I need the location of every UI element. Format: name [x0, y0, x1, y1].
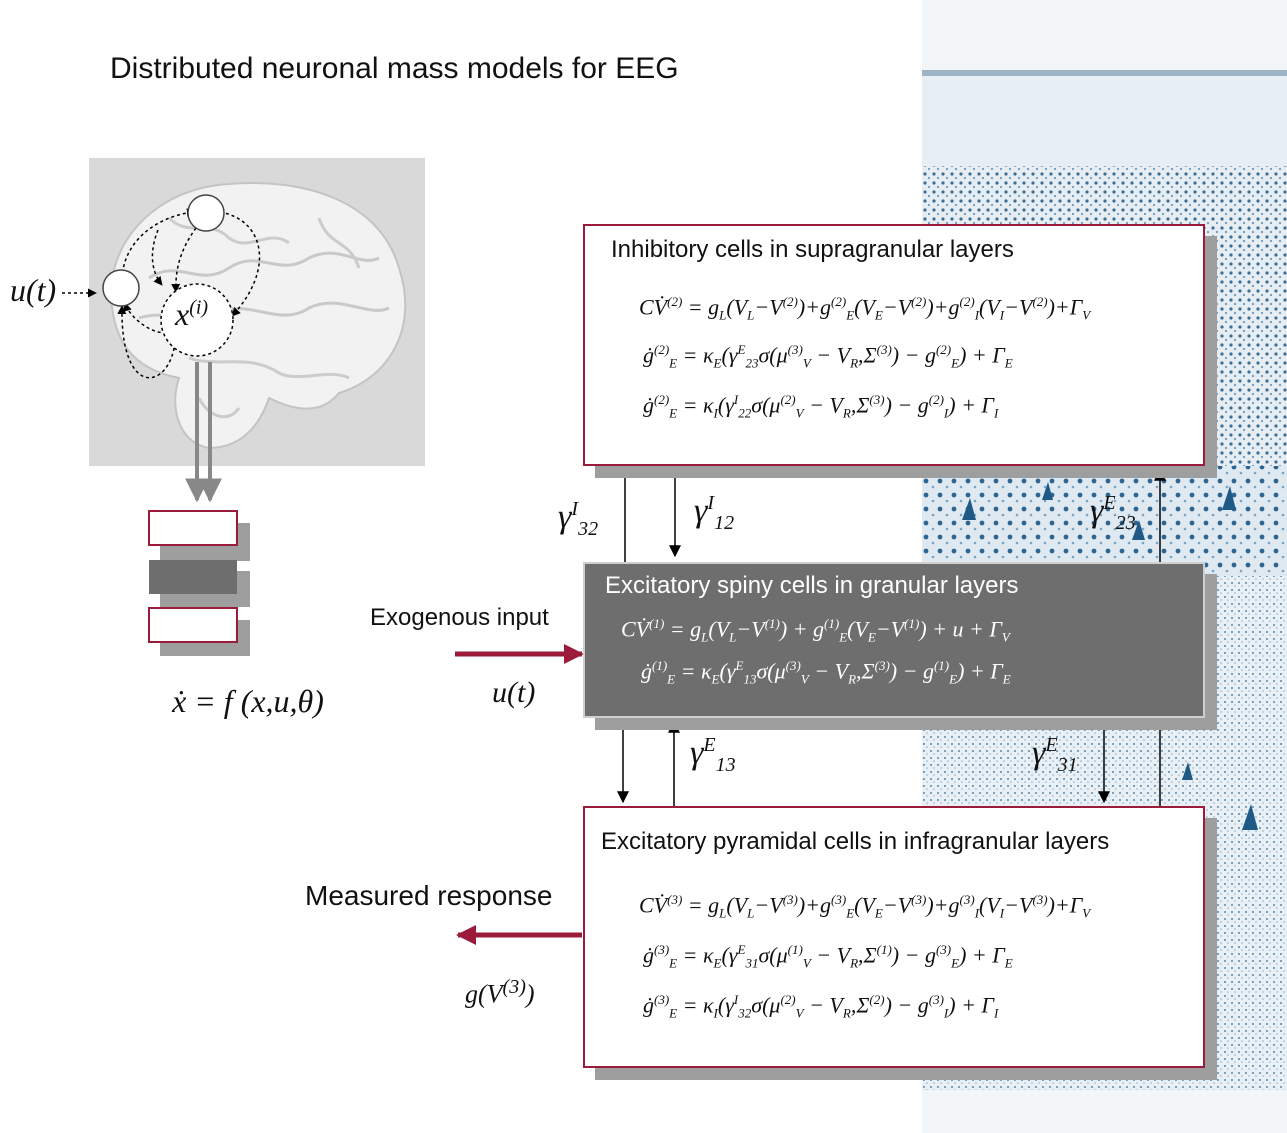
diagram-title: Distributed neuronal mass models for EEG	[110, 52, 679, 85]
gain-gamma-12-I: γI12	[694, 492, 735, 535]
layer-stack-middle	[149, 560, 237, 594]
gain-gamma-13-E: γE13	[690, 734, 736, 777]
inhibitory-title: Inhibitory cells in supragranular layers	[611, 236, 1014, 263]
brain-state-label: x(i)	[175, 296, 209, 332]
exogenous-input-label: Exogenous input	[370, 604, 549, 631]
measured-response-symbol: g(V(3))	[465, 976, 535, 1009]
inhibitory-box: Inhibitory cells in supragranular layers…	[583, 224, 1205, 466]
brain-panel	[89, 158, 425, 466]
spiny-title: Excitatory spiny cells in granular layer…	[605, 572, 1019, 599]
pyramidal-eq-3: ġ(3)E = κI(γI32σ(μ(2)V − VR,Σ(2)) − g(3)…	[643, 992, 999, 1021]
pyramidal-eq-2: ġ(3)E = κE(γE31σ(μ(1)V − VR,Σ(1)) − g(3)…	[643, 942, 1013, 971]
spiny-eq-2: ġ(1)E = κE(γE13σ(μ(3)V − VR,Σ(3)) − g(1)…	[641, 658, 1011, 687]
inhibitory-eq-1: CV̇(2) = gL(VL−V(2))+g(2)E(VE−V(2))+g(2)…	[639, 294, 1091, 323]
inhibitory-eq-3: ġ(2)E = κI(γI22σ(μ(2)V − VR,Σ(3)) − g(2)…	[643, 392, 999, 421]
brain-equation: ẋ = f (x,u,θ)	[172, 683, 324, 719]
gain-gamma-31-E: γE31	[1032, 734, 1078, 777]
gain-gamma-23-E: γE23	[1090, 492, 1136, 535]
spiny-eq-1: CV̇(1) = gL(VL−V(1)) + g(1)E(VE−V(1)) + …	[621, 616, 1010, 645]
spiny-box: Excitatory spiny cells in granular layer…	[583, 562, 1205, 718]
pyramidal-title: Excitatory pyramidal cells in infragranu…	[601, 828, 1110, 855]
pyramidal-eq-1: CV̇(3) = gL(VL−V(3))+g(3)E(VE−V(3))+g(3)…	[639, 892, 1091, 921]
measured-response-label: Measured response	[305, 880, 553, 911]
gain-gamma-32-I: γI32	[558, 498, 599, 541]
brain-icon	[109, 182, 407, 450]
exogenous-input-symbol: u(t)	[492, 676, 536, 709]
pyramidal-box: Excitatory pyramidal cells in infragranu…	[583, 806, 1205, 1068]
inhibitory-eq-2: ġ(2)E = κE(γE23σ(μ(3)V − VR,Σ(3)) − g(2)…	[643, 342, 1013, 371]
brain-input-label: u(t)	[10, 272, 57, 308]
layer-stack-bottom	[148, 607, 238, 643]
layer-stack-top	[148, 510, 238, 546]
